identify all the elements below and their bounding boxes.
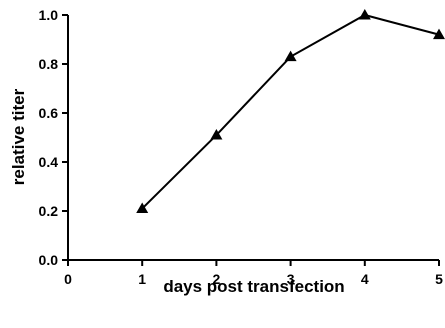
data-point-triangle [284,50,297,62]
series-layer [136,9,445,214]
ticks: 0.0 0.2 0.4 0.6 0.8 1.0 0 1 2 3 4 5 [39,7,444,287]
x-tick-label: 3 [287,271,295,287]
axes [67,15,439,262]
y-tick-label: 0.0 [39,252,59,268]
data-point-triangle [210,129,223,140]
y-tick-label: 0.4 [39,154,59,170]
y-tick-label: 0.8 [39,56,59,72]
data-point-triangle [358,9,371,20]
x-tick-label: 2 [213,271,221,287]
x-tick-label: 4 [361,271,369,287]
x-tick-label: 0 [64,271,72,287]
y-axis-title: relative titer [9,88,28,185]
data-point-triangle [136,202,149,214]
x-axis-title: days post transfection [163,277,344,296]
series-line [141,13,440,210]
x-tick-label: 5 [435,271,443,287]
y-tick-label: 1.0 [39,7,59,23]
x-tick-label: 1 [138,271,146,287]
y-tick-label: 0.2 [39,203,59,219]
y-tick-label: 0.6 [39,105,59,121]
data-point-triangle [433,28,445,40]
